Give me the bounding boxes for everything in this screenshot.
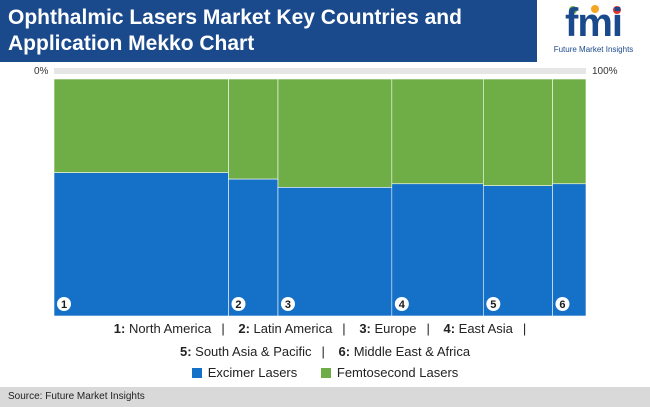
category-legend-item-6: 6: Middle East & Africa [338,344,471,359]
footer: Source: Future Market Insights [0,387,650,407]
category-label-4: 4 [394,297,409,311]
svg-text:3: 3 [285,299,291,311]
bar-segment-2-femtosecond [228,78,279,180]
logo-subtitle: Future Market Insights [553,45,634,54]
axis-label-max: 100% [592,66,618,77]
source-text: Source: Future Market Insights [8,391,145,402]
series-legend-femtosecond: Femtosecond Lasers [320,365,458,380]
excimer-swatch [191,367,202,378]
header-banner: Ophthalmic Lasers Market Key Countries a… [0,0,650,62]
category-legend-item-5: 5: South Asia & Pacific [179,344,312,359]
series-legend: Excimer Lasers Femtosecond Lasers [0,365,650,380]
category-legend-item-4: 4: East Asia [443,321,513,336]
logo-dots-icon [569,5,621,14]
fmi-logo: fmi Future Market Insights [537,0,650,62]
series-legend-excimer: Excimer Lasers [191,365,297,380]
category-label-5: 5 [486,297,501,311]
category-legend-row-1: 1: North America | 2: Latin America | 3: E… [113,321,527,336]
bar-segment-3-femtosecond [277,78,393,188]
bar-segment-3-excimer [277,187,393,317]
logo-wordmark: fmi [565,1,623,45]
bar-segment-5-excimer [483,185,553,317]
svg-text:2: 2 [235,299,241,311]
svg-text:5: 5 [490,299,496,311]
category-label-1: 1 [57,297,71,311]
bar-segment-5-femtosecond [483,78,553,186]
axis-label-min: 0% [34,66,49,77]
category-legend-item-3: 3: Europe [359,321,417,336]
category-legend-item-1: 1: North America [113,321,212,336]
bar-segment-4-excimer [391,183,484,317]
bar-segment-4-femtosecond [391,78,484,185]
svg-text:1: 1 [61,299,67,311]
bar-segment-6-excimer [552,183,587,317]
x-axis-track [54,68,586,74]
bar-segment-1-femtosecond [53,78,229,173]
chart-bars [53,78,587,317]
axis-track [54,68,586,74]
svg-text:6: 6 [559,299,565,311]
category-labels: 1 2 3 4 5 6 [57,297,570,311]
category-label-3: 3 [280,297,295,311]
category-label-6: 6 [555,297,570,311]
category-legend-row-2: 5: South Asia & Pacific | 6: Middle East … [179,344,471,359]
bar-segment-6-femtosecond [552,78,587,185]
chart-title: Ophthalmic Lasers Market Key Countries a… [8,6,462,55]
category-label-2: 2 [231,297,246,311]
mekko-chart: 1 2 3 4 5 6 [53,68,587,317]
bar-segment-1-excimer [53,172,229,317]
femtosecond-swatch [320,367,331,378]
bar-segment-2-excimer [228,178,279,317]
category-legend-item-2: 2: Latin America [238,321,333,336]
svg-text:4: 4 [399,299,406,311]
